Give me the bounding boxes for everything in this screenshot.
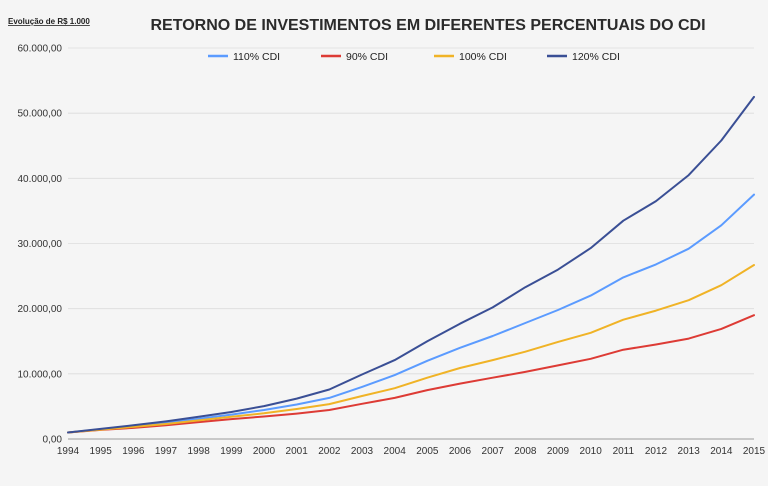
series-line-100-cdi — [67, 264, 755, 434]
x-tick-label: 2008 — [514, 446, 537, 457]
legend: 110% CDI 90% CDI 100% CDI 120% CDI — [208, 51, 620, 63]
x-tick-label: 2004 — [384, 446, 407, 457]
x-tick-label: 2006 — [449, 446, 472, 457]
x-tick-label: 2005 — [416, 446, 439, 457]
x-tick-label: 2012 — [645, 446, 668, 457]
series-line-110-cdi — [67, 193, 755, 434]
x-tick-label: 1994 — [57, 446, 80, 457]
chart-subtitle: Evolução de R$ 1.000 — [8, 17, 90, 26]
x-tick-label: 2011 — [613, 446, 635, 457]
x-tick-label: 2003 — [351, 446, 374, 457]
series-line-120-cdi — [67, 95, 755, 434]
x-tick-label: 1996 — [122, 446, 145, 457]
x-tick-label: 1995 — [90, 446, 113, 457]
x-tick-label: 2001 — [286, 446, 309, 457]
x-tick-label: 2009 — [547, 446, 570, 457]
axes: 0,00 10.000,00 20.000,00 30.000,00 40.000,00… — [18, 44, 766, 458]
legend-label: 100% CDI — [459, 51, 507, 63]
x-tick-label: 1997 — [155, 446, 178, 457]
legend-label: 110% CDI — [233, 51, 280, 63]
chart-title: RETORNO DE INVESTIMENTOS EM DIFERENTES P… — [150, 17, 705, 34]
legend-label: 90% CDI — [346, 51, 388, 63]
x-tick-label: 1999 — [220, 446, 243, 457]
y-tick-label: 30.000,00 — [18, 239, 63, 250]
y-tick-label: 50.000,00 — [18, 109, 63, 120]
grid-lines — [68, 47, 754, 375]
series-lines — [67, 95, 755, 434]
x-tick-label: 2013 — [678, 446, 701, 457]
y-tick-label: 0,00 — [43, 435, 63, 446]
y-tick-label: 20.000,00 — [18, 304, 63, 315]
y-tick-label: 60.000,00 — [18, 44, 63, 55]
series-line-90-cdi — [67, 314, 755, 434]
y-tick-label: 10.000,00 — [18, 369, 63, 380]
x-tick-label: 2000 — [253, 446, 276, 457]
x-tick-label: 1998 — [188, 446, 211, 457]
x-tick-label: 2010 — [580, 446, 603, 457]
x-tick-label: 2002 — [318, 446, 341, 457]
y-tick-label: 40.000,00 — [18, 174, 63, 185]
x-tick-label: 2014 — [710, 446, 733, 457]
legend-label: 120% CDI — [572, 51, 620, 63]
x-tick-label: 2015 — [743, 446, 766, 457]
x-tick-label: 2007 — [482, 446, 505, 457]
